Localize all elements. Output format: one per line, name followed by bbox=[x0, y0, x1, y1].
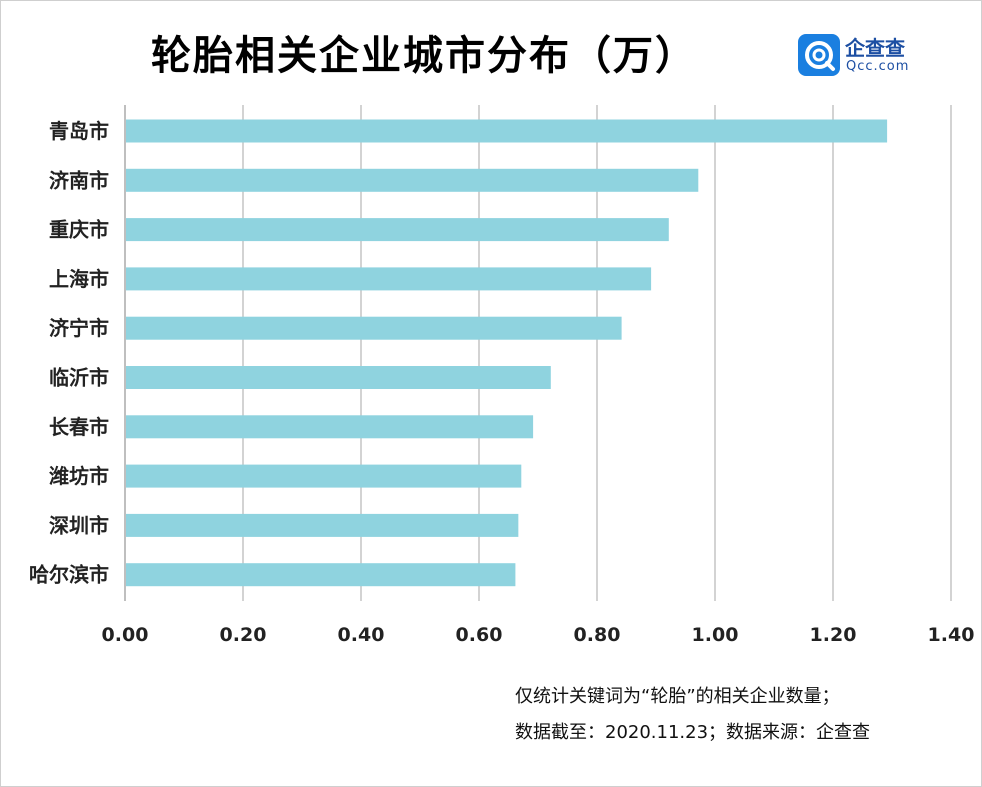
chart-title: 轮胎相关企业城市分布（万） bbox=[151, 33, 697, 79]
category-label: 济南市 bbox=[49, 168, 109, 192]
footnote-line-1: 仅统计关键词为“轮胎”的相关企业数量； bbox=[515, 686, 840, 707]
x-tick-label: 0.20 bbox=[220, 624, 267, 646]
bar bbox=[126, 267, 652, 291]
bar bbox=[126, 218, 669, 242]
footnote: 仅统计关键词为“轮胎”的相关企业数量； 数据截至：2020.11.23；数据来源… bbox=[515, 679, 870, 751]
category-label: 青岛市 bbox=[49, 119, 109, 143]
category-label: 深圳市 bbox=[49, 513, 109, 537]
bar bbox=[126, 464, 522, 488]
logo-subtext: Qcc.com bbox=[846, 59, 910, 74]
category-label: 长春市 bbox=[49, 415, 109, 439]
bar bbox=[126, 168, 699, 192]
category-label: 重庆市 bbox=[49, 218, 109, 242]
bar bbox=[126, 563, 516, 587]
logo-text: 企查查 bbox=[845, 36, 905, 60]
bar bbox=[126, 316, 622, 340]
bar bbox=[126, 415, 534, 439]
footnote-line-2: 数据截至：2020.11.23；数据来源：企查查 bbox=[515, 722, 871, 743]
category-label: 潍坊市 bbox=[49, 464, 109, 488]
bar bbox=[126, 366, 551, 389]
x-tick-label: 0.00 bbox=[102, 624, 149, 646]
bars bbox=[126, 119, 888, 587]
x-tick-label: 0.40 bbox=[338, 624, 385, 646]
x-tick-label: 0.60 bbox=[456, 624, 503, 646]
category-label: 临沂市 bbox=[49, 366, 109, 390]
bar bbox=[126, 513, 519, 537]
category-label: 哈尔滨市 bbox=[29, 563, 109, 587]
x-tick-label: 1.00 bbox=[692, 624, 739, 646]
x-axis-ticks: 0.00 0.20 0.40 0.60 0.80 1.00 1.20 1.40 bbox=[102, 624, 975, 646]
qcc-logo: 企查查 Qcc.com bbox=[798, 31, 958, 79]
qcc-logo-icon bbox=[798, 34, 840, 76]
bar bbox=[126, 119, 888, 143]
x-tick-label: 1.20 bbox=[810, 624, 857, 646]
x-tick-label: 0.80 bbox=[574, 624, 621, 646]
category-label: 上海市 bbox=[49, 267, 109, 291]
x-tick-label: 1.40 bbox=[928, 624, 975, 646]
category-label: 济宁市 bbox=[49, 316, 109, 340]
